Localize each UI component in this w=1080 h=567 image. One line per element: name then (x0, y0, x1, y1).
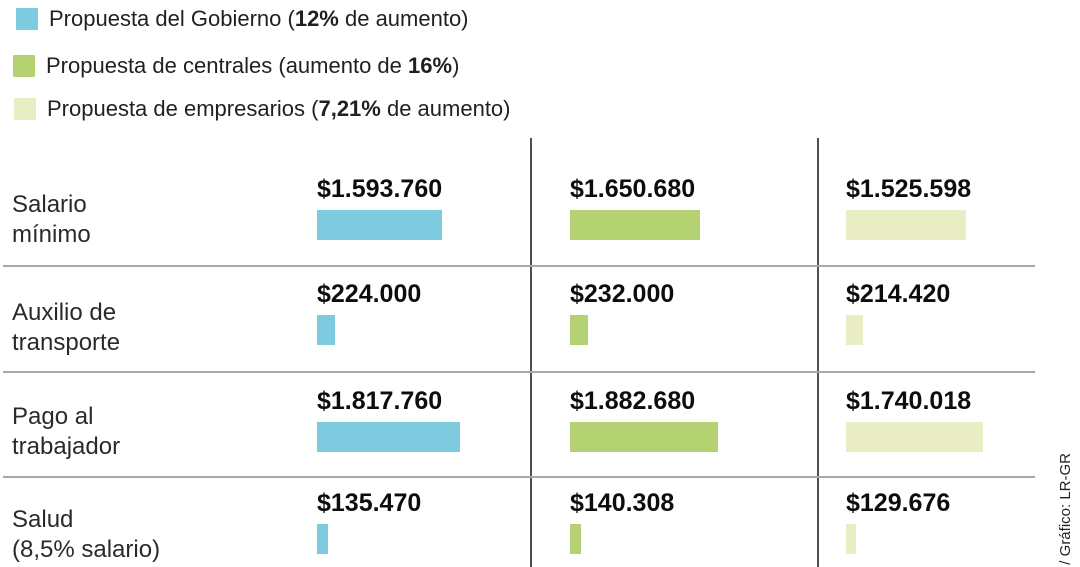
bar-gobierno-pago (317, 422, 460, 452)
row-label-auxilio-transporte: Auxilio de transporte (12, 298, 292, 358)
legend-label-empresarios: Propuesta de empresarios (7,21% de aumen… (47, 96, 511, 121)
column-divider-2 (817, 138, 819, 567)
column-divider-1 (530, 138, 532, 567)
row-label-salud: Salud (8,5% salario) (12, 505, 292, 565)
legend-item-gobierno: Propuesta del Gobierno (12% de aumento) (16, 6, 469, 32)
value-label: $1.817.760 (317, 387, 443, 415)
cell-empresarios-salud: $129.676 (846, 489, 950, 554)
bar-empresarios-salud (846, 524, 856, 554)
cell-centrales-salario: $1.650.680 (570, 175, 700, 240)
row-label-line: Auxilio de (12, 299, 117, 326)
legend-label-centrales: Propuesta de centrales (aumento de 16%) (46, 53, 460, 78)
row-divider-3 (3, 476, 1035, 478)
row-divider-2 (3, 371, 1035, 373)
bar-gobierno-salario (317, 210, 442, 240)
cell-empresarios-pago: $1.740.018 (846, 387, 983, 452)
value-label: $214.420 (846, 280, 951, 308)
value-label: $224.000 (317, 280, 422, 308)
row-label-line: trabajador (12, 433, 121, 460)
value-label: $1.882.680 (570, 387, 696, 415)
row-divider-1 (3, 265, 1035, 267)
cell-centrales-pago: $1.882.680 (570, 387, 718, 452)
bar-gobierno-auxilio (317, 315, 335, 345)
table-row-salud: Salud (8,5% salario) $135.470 $140.308 $… (0, 477, 1080, 567)
bar-centrales-auxilio (570, 315, 588, 345)
row-label-line: transporte (12, 329, 121, 356)
cell-gobierno-auxilio: $224.000 (317, 280, 421, 345)
row-label-salario-minimo: Salario mínimo (12, 190, 292, 250)
row-label-line: mínimo (12, 221, 91, 248)
credit-text: / Gráfico: LR-GR (1057, 453, 1074, 565)
value-label: $1.525.598 (846, 175, 972, 203)
bar-empresarios-pago (846, 422, 983, 452)
bar-empresarios-auxilio (846, 315, 863, 345)
cell-centrales-salud: $140.308 (570, 489, 674, 554)
legend-label-gobierno: Propuesta del Gobierno (12% de aumento) (49, 6, 469, 31)
bar-centrales-salario (570, 210, 700, 240)
value-label: $129.676 (846, 489, 951, 517)
legend-item-centrales: Propuesta de centrales (aumento de 16%) (13, 53, 459, 79)
value-label: $135.470 (317, 489, 422, 517)
row-label-line: Pago al (12, 403, 94, 430)
bar-gobierno-salud (317, 524, 328, 554)
cell-gobierno-salario: $1.593.760 (317, 175, 442, 240)
value-label: $1.740.018 (846, 387, 972, 415)
legend-swatch-centrales (13, 55, 35, 77)
table-row-pago-trabajador: Pago al trabajador $1.817.760 $1.882.680… (0, 372, 1080, 477)
cell-gobierno-salud: $135.470 (317, 489, 421, 554)
bar-centrales-salud (570, 524, 581, 554)
row-label-line: Salario (12, 191, 87, 218)
bar-centrales-pago (570, 422, 718, 452)
cell-empresarios-salario: $1.525.598 (846, 175, 971, 240)
row-label-line: (8,5% salario) (12, 536, 161, 563)
value-label: $1.593.760 (317, 175, 443, 203)
table-row-salario-minimo: Salario mínimo $1.593.760 $1.650.680 $1.… (0, 138, 1080, 266)
legend-swatch-empresarios (14, 98, 36, 120)
legend-item-empresarios: Propuesta de empresarios (7,21% de aumen… (14, 96, 511, 122)
row-label-line: Salud (12, 506, 74, 533)
cell-centrales-auxilio: $232.000 (570, 280, 674, 345)
bar-empresarios-salario (846, 210, 966, 240)
legend-swatch-gobierno (16, 8, 38, 30)
table-row-auxilio-transporte: Auxilio de transporte $224.000 $232.000 … (0, 266, 1080, 372)
value-label: $232.000 (570, 280, 675, 308)
value-label: $1.650.680 (570, 175, 696, 203)
cell-gobierno-pago: $1.817.760 (317, 387, 460, 452)
row-label-pago-trabajador: Pago al trabajador (12, 402, 292, 462)
value-label: $140.308 (570, 489, 675, 517)
cell-empresarios-auxilio: $214.420 (846, 280, 950, 345)
